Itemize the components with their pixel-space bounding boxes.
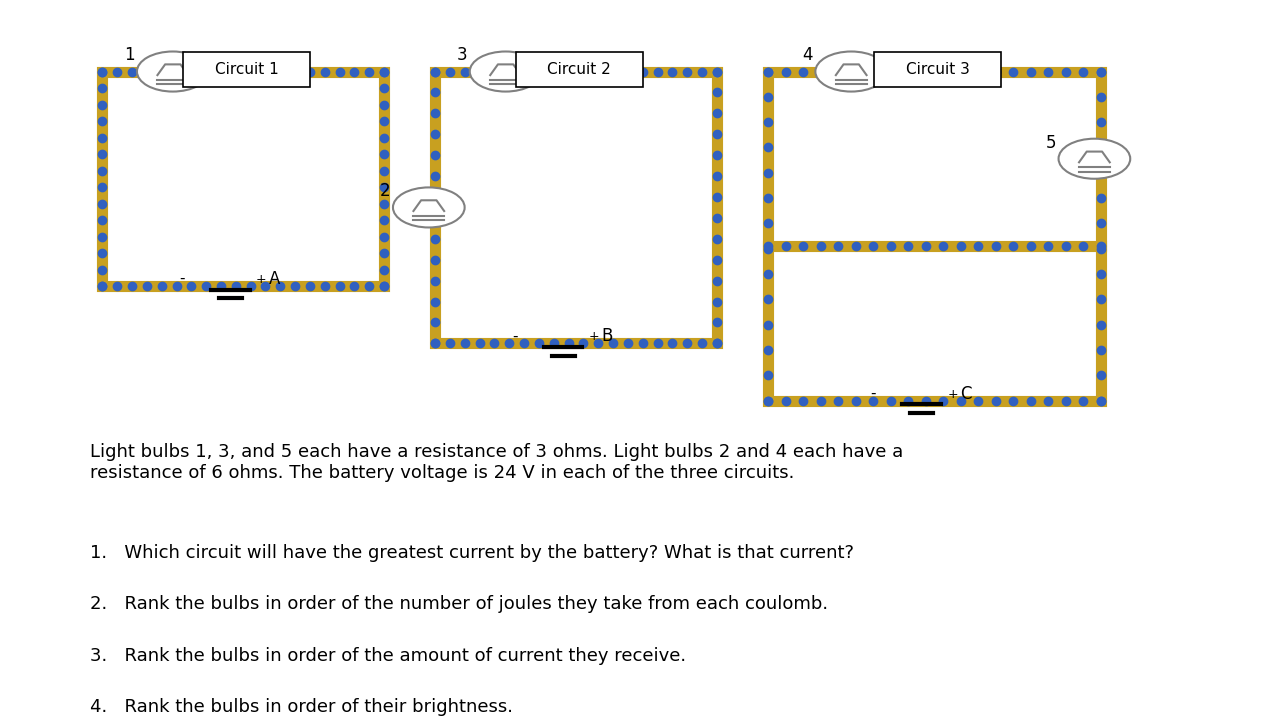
Circle shape — [815, 52, 887, 91]
Text: 1.   Which circuit will have the greatest current by the battery? What is that c: 1. Which circuit will have the greatest … — [90, 544, 854, 562]
Text: 4.   Rank the bulbs in order of their brightness.: 4. Rank the bulbs in order of their brig… — [90, 698, 512, 716]
Text: 3: 3 — [457, 46, 467, 64]
Text: C: C — [960, 384, 972, 402]
FancyBboxPatch shape — [874, 53, 1001, 87]
Circle shape — [1059, 139, 1130, 179]
Text: +: + — [589, 330, 599, 343]
Text: 4: 4 — [803, 46, 813, 64]
Text: A: A — [269, 270, 280, 288]
Circle shape — [393, 187, 465, 228]
Text: B: B — [602, 328, 613, 346]
Text: +: + — [947, 387, 957, 400]
Circle shape — [470, 52, 541, 91]
Text: Light bulbs 1, 3, and 5 each have a resistance of 3 ohms. Light bulbs 2 and 4 ea: Light bulbs 1, 3, and 5 each have a resi… — [90, 444, 902, 482]
Circle shape — [137, 52, 209, 91]
Text: Circuit 3: Circuit 3 — [906, 62, 969, 77]
Text: Circuit 2: Circuit 2 — [548, 62, 611, 77]
Text: -: - — [179, 271, 184, 286]
Text: Circuit 1: Circuit 1 — [215, 62, 278, 77]
Text: 3.   Rank the bulbs in order of the amount of current they receive.: 3. Rank the bulbs in order of the amount… — [90, 647, 686, 665]
Text: 2: 2 — [380, 182, 390, 200]
Text: 5: 5 — [1046, 134, 1056, 152]
FancyBboxPatch shape — [183, 53, 310, 87]
FancyBboxPatch shape — [516, 53, 643, 87]
Text: -: - — [512, 328, 517, 343]
Text: 2.   Rank the bulbs in order of the number of joules they take from each coulomb: 2. Rank the bulbs in order of the number… — [90, 595, 828, 613]
Text: +: + — [256, 273, 266, 286]
Text: -: - — [870, 386, 876, 400]
Text: 1: 1 — [124, 46, 134, 64]
